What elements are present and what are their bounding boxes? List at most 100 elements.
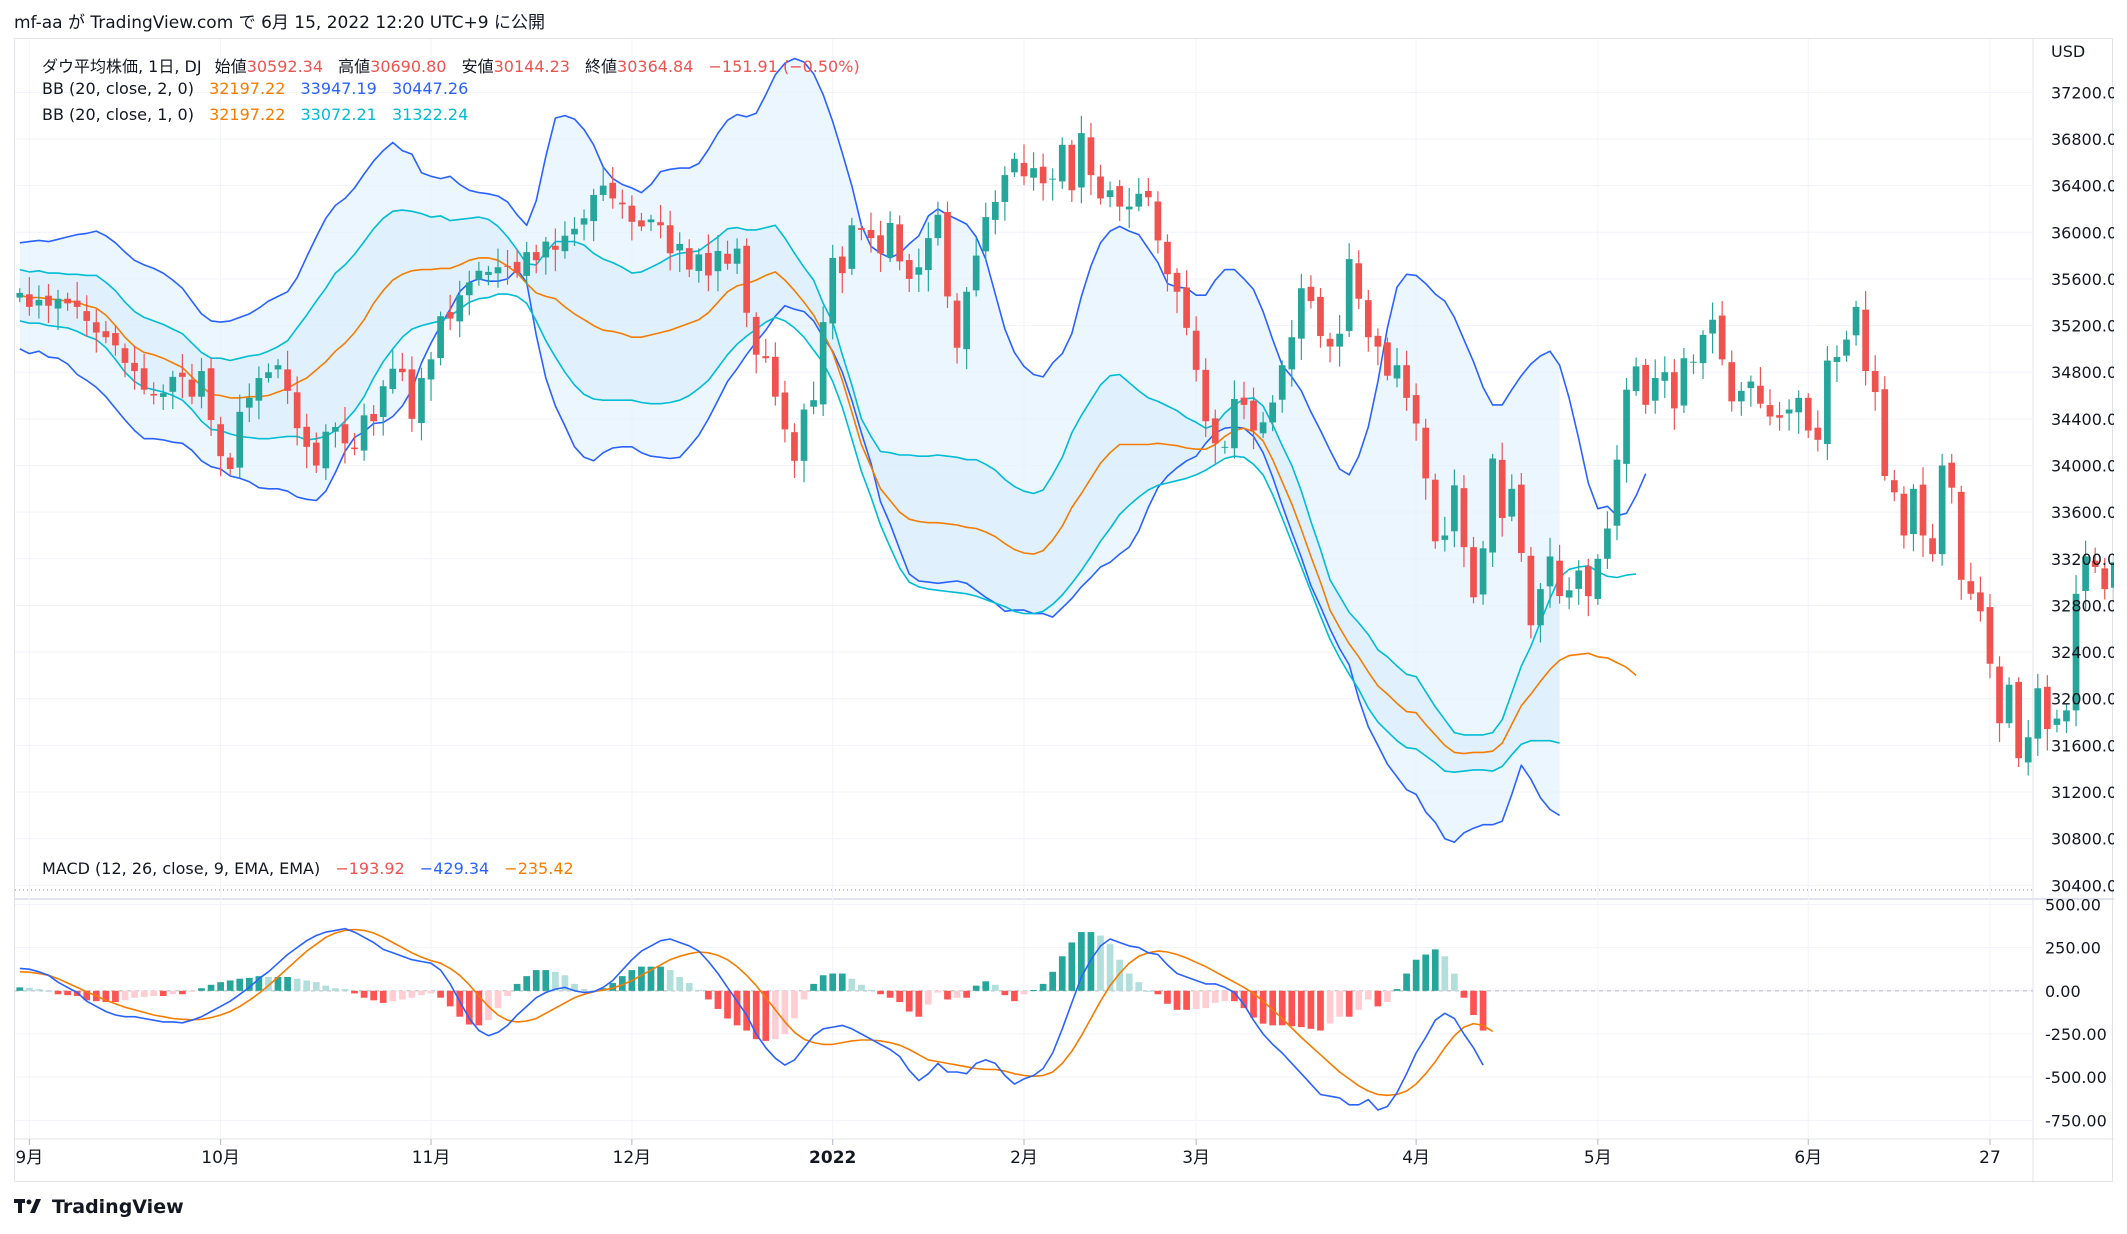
candle-body — [255, 378, 263, 401]
candle-body — [265, 372, 272, 379]
candle-body — [705, 253, 712, 276]
candle-body — [743, 245, 750, 313]
candle-body — [953, 300, 961, 348]
candle-body — [1422, 427, 1430, 479]
candle — [1986, 594, 1994, 679]
price-tick-label: 34400.00 — [2051, 410, 2114, 429]
candle-body — [2091, 560, 2099, 567]
macd-histogram-bar — [1298, 990, 1305, 1028]
candle-body — [1929, 538, 1936, 555]
macd-histogram-bar — [1116, 959, 1123, 991]
candle — [666, 210, 674, 271]
macd-histogram-bar — [45, 990, 52, 992]
macd-histogram-bar — [695, 989, 703, 991]
candle — [188, 363, 196, 405]
candle-body — [398, 368, 406, 373]
candle-body — [408, 369, 416, 419]
macd-histogram-bar — [159, 990, 167, 996]
macd-histogram-bar — [552, 971, 559, 991]
macd-histogram-bar — [1221, 990, 1229, 1002]
candle — [1546, 537, 1554, 608]
candle-body — [1556, 560, 1563, 597]
macd-histogram-bar — [685, 983, 693, 991]
candle — [293, 376, 301, 446]
candle — [1403, 350, 1410, 411]
candle-body — [35, 299, 43, 306]
candle-body — [1116, 186, 1123, 207]
price-tick-label: 32000.00 — [2051, 690, 2114, 709]
candle — [265, 363, 272, 383]
candle-body — [1078, 133, 1085, 188]
candle-body — [341, 424, 349, 444]
candle-body — [1642, 364, 1650, 405]
macd-histogram-bar — [523, 976, 531, 991]
macd-histogram-bar — [1164, 990, 1171, 1004]
price-tick-label: 35600.00 — [2051, 270, 2114, 289]
candle-body — [858, 228, 865, 230]
candle — [657, 204, 664, 239]
bb2-label: BB (20, close, 2, 0) — [42, 79, 194, 98]
price-tick-label: 31600.00 — [2051, 736, 2114, 755]
macd-histogram-bar — [226, 980, 234, 991]
macd-histogram-bar — [54, 990, 62, 995]
candle-body — [1326, 338, 1334, 347]
macd-histogram-bar — [398, 990, 406, 1000]
candle-body — [580, 218, 588, 225]
candle — [858, 223, 865, 241]
candle — [1977, 576, 1984, 622]
candle — [284, 350, 291, 404]
macd-histogram-bar — [265, 977, 272, 991]
candle — [982, 202, 990, 262]
candle — [1709, 302, 1716, 354]
candle-body — [1757, 385, 1764, 404]
macd-histogram-bar — [207, 984, 215, 991]
macd-histogram-bar — [542, 970, 550, 991]
chart-frame[interactable]: 37200.00 36800.00 36400.00 36000.00 35600.00… — [14, 38, 2114, 1183]
time-tick-label: 2022 — [809, 1148, 856, 1168]
candle-body — [45, 295, 52, 306]
macd-histogram-bar — [370, 990, 377, 1001]
candle — [752, 312, 760, 374]
macd-histogram-bar — [1097, 935, 1104, 991]
macd-tick-label: -250.00 — [2045, 1025, 2107, 1044]
candle — [877, 220, 884, 272]
price-tick-label: 30800.00 — [2051, 830, 2114, 849]
macd-histogram-bar — [179, 990, 186, 995]
candle — [1164, 234, 1171, 292]
candle-body — [198, 371, 205, 397]
candle-body — [848, 225, 856, 269]
candle — [819, 306, 827, 417]
candle-body — [676, 243, 684, 251]
candle — [207, 357, 215, 436]
candle — [198, 357, 205, 409]
candle — [599, 166, 607, 202]
macd-histogram-bar — [800, 990, 808, 1000]
chart-canvas[interactable]: 37200.00 36800.00 36400.00 36000.00 35600.00… — [15, 39, 2114, 1183]
candle-body — [752, 316, 760, 355]
candle — [810, 381, 817, 415]
candle — [1996, 656, 2003, 742]
candle — [1364, 289, 1372, 352]
candle — [991, 190, 999, 235]
macd-histogram-bar — [1211, 990, 1219, 1003]
macd-histogram-bar — [198, 988, 205, 991]
candle — [360, 403, 368, 461]
macd-histogram-bar — [676, 977, 684, 991]
open-value: 30592.34 — [246, 57, 324, 76]
candle — [1183, 270, 1190, 336]
macd-histogram-bar — [1393, 989, 1401, 991]
macd-histogram-bar — [1001, 990, 1009, 996]
macd-histogram-bar — [83, 990, 91, 1001]
candle — [64, 292, 71, 311]
macd-histogram-bar — [303, 980, 311, 991]
candle-body — [102, 331, 110, 338]
candle-body — [236, 411, 244, 468]
candle-body — [791, 432, 798, 461]
macd-histogram-bar — [618, 976, 626, 991]
candle — [465, 270, 473, 316]
candle-body — [179, 372, 186, 377]
candle-body — [982, 217, 990, 252]
candle-body — [188, 379, 196, 397]
time-tick-label: 4月 — [1402, 1148, 1430, 1168]
candle-body — [169, 376, 177, 392]
